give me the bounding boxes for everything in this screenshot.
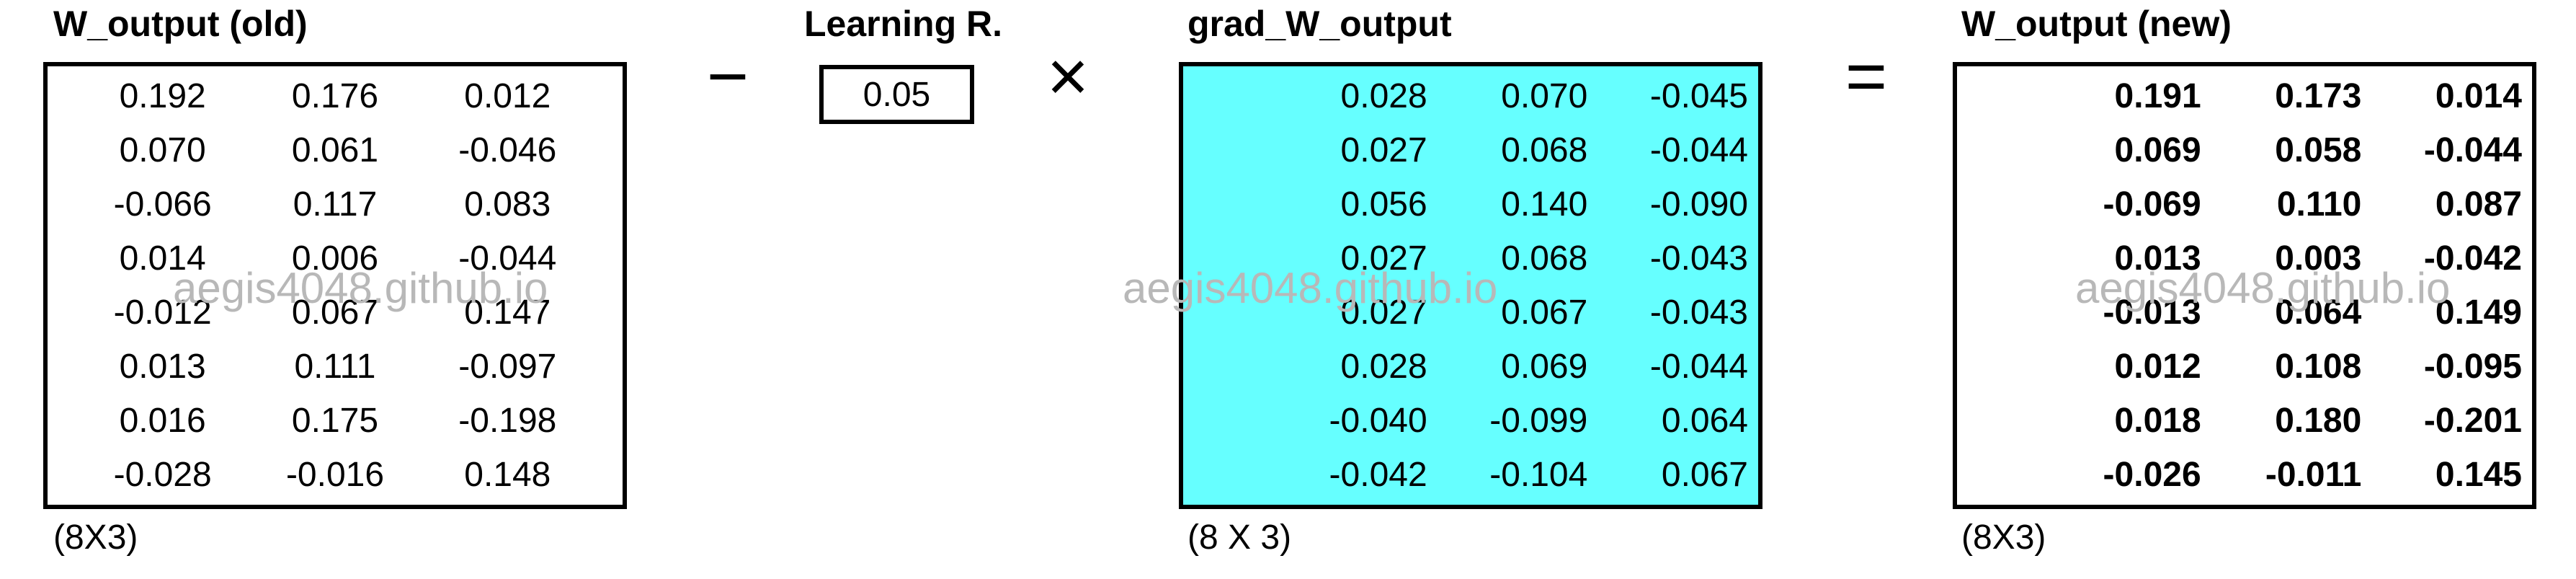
matrix-cell: 0.070 [119,131,206,169]
w-new-title: W_output (new) [1961,4,2232,44]
w-old-title: W_output (old) [53,4,308,44]
matrix-cell: 0.083 [464,185,551,224]
matrix-cell: 0.149 [2435,293,2522,332]
matrix-cell: -0.013 [2103,293,2201,332]
matrix-cell: 0.191 [2114,77,2201,115]
matrix-cell: 0.176 [291,77,379,115]
matrix-cell: 0.111 [294,348,376,386]
matrix-cell: 0.064 [1661,402,1748,440]
matrix-cell: 0.108 [2275,348,2362,386]
matrix-cell: 0.016 [119,402,206,440]
matrix-cell: -0.097 [458,348,557,386]
matrix-cell: 0.180 [2275,402,2362,440]
w-new-matrix: 0.191 0.173 0.014 0.069 0.058 -0.044 -0.069 0.1… [1953,62,2536,509]
matrix-cell: 0.027 [1340,293,1427,332]
matrix-cell: 0.067 [291,293,379,332]
matrix-cell: 0.192 [119,77,206,115]
matrix-cell: -0.045 [1649,77,1748,115]
matrix-cell: 0.058 [2275,131,2362,169]
matrix-cell: 0.175 [291,402,379,440]
matrix-cell: -0.016 [285,456,385,494]
learning-rate-box: 0.05 [819,65,974,124]
matrix-cell: 0.147 [464,293,551,332]
learning-rate-value: 0.05 [863,75,931,114]
matrix-cell: 0.067 [1501,293,1588,332]
matrix-cell: 0.069 [1501,348,1588,386]
matrix-cell: 0.014 [119,239,206,278]
matrix-cell: 0.070 [1501,77,1588,115]
matrix-cell: -0.044 [458,239,557,278]
matrix-cell: 0.028 [1340,77,1427,115]
matrix-cell: 0.061 [291,131,379,169]
matrix-cell: 0.110 [2276,185,2362,224]
matrix-cell: -0.104 [1489,456,1588,494]
matrix-cell: 0.064 [2275,293,2362,332]
minus-operator: − [706,36,749,117]
matrix-cell: -0.095 [2423,348,2522,386]
matrix-cell: -0.043 [1649,239,1748,278]
equals-operator: = [1845,36,1888,117]
matrix-cell: -0.198 [458,402,557,440]
matrix-cell: -0.201 [2423,402,2522,440]
matrix-cell: -0.044 [2423,131,2522,169]
grad-dims: (8 X 3) [1187,518,1292,557]
matrix-cell: 0.117 [293,185,378,224]
matrix-cell: 0.006 [291,239,379,278]
matrix-cell: 0.067 [1661,456,1748,494]
matrix-cell: -0.044 [1649,348,1748,386]
matrix-cell: 0.018 [2114,402,2201,440]
matrix-cell: 0.013 [2114,239,2201,278]
matrix-cell: -0.069 [2103,185,2201,224]
matrix-cell: -0.011 [2265,456,2362,494]
matrix-cell: -0.090 [1649,185,1748,224]
matrix-cell: 0.140 [1501,185,1588,224]
matrix-cell: -0.042 [1329,456,1427,494]
matrix-cell: 0.068 [1501,131,1588,169]
matrix-cell: -0.012 [113,293,212,332]
grad-matrix: 0.028 0.070 -0.045 0.027 0.068 -0.044 0.056 0.1… [1179,62,1762,509]
matrix-cell: 0.173 [2275,77,2362,115]
matrix-cell: 0.027 [1340,239,1427,278]
matrix-cell: -0.028 [113,456,212,494]
matrix-cell: 0.013 [119,348,206,386]
matrix-cell: 0.003 [2275,239,2362,278]
w-old-matrix: 0.192 0.176 0.012 0.070 0.061 -0.046 -0.066 0.1… [43,62,627,509]
matrix-cell: 0.148 [464,456,551,494]
times-operator: × [1046,36,1089,117]
matrix-cell: 0.056 [1340,185,1427,224]
matrix-cell: -0.043 [1649,293,1748,332]
matrix-cell: 0.028 [1340,348,1427,386]
matrix-cell: -0.066 [113,185,212,224]
matrix-cell: 0.087 [2435,185,2522,224]
matrix-cell: 0.027 [1340,131,1427,169]
matrix-cell: 0.014 [2435,77,2522,115]
w-new-dims: (8X3) [1961,518,2046,557]
matrix-cell: 0.012 [2114,348,2201,386]
learning-rate-title: Learning R. [804,4,1003,44]
matrix-cell: -0.044 [1649,131,1748,169]
matrix-cell: 0.145 [2435,456,2522,494]
grad-title: grad_W_output [1187,4,1452,44]
matrix-cell: -0.042 [2423,239,2522,278]
matrix-cell: 0.068 [1501,239,1588,278]
w-old-dims: (8X3) [53,518,138,557]
matrix-cell: -0.046 [458,131,557,169]
matrix-cell: -0.026 [2103,456,2201,494]
matrix-cell: 0.069 [2114,131,2201,169]
matrix-cell: -0.099 [1489,402,1588,440]
matrix-cell: 0.012 [464,77,551,115]
matrix-cell: -0.040 [1329,402,1427,440]
